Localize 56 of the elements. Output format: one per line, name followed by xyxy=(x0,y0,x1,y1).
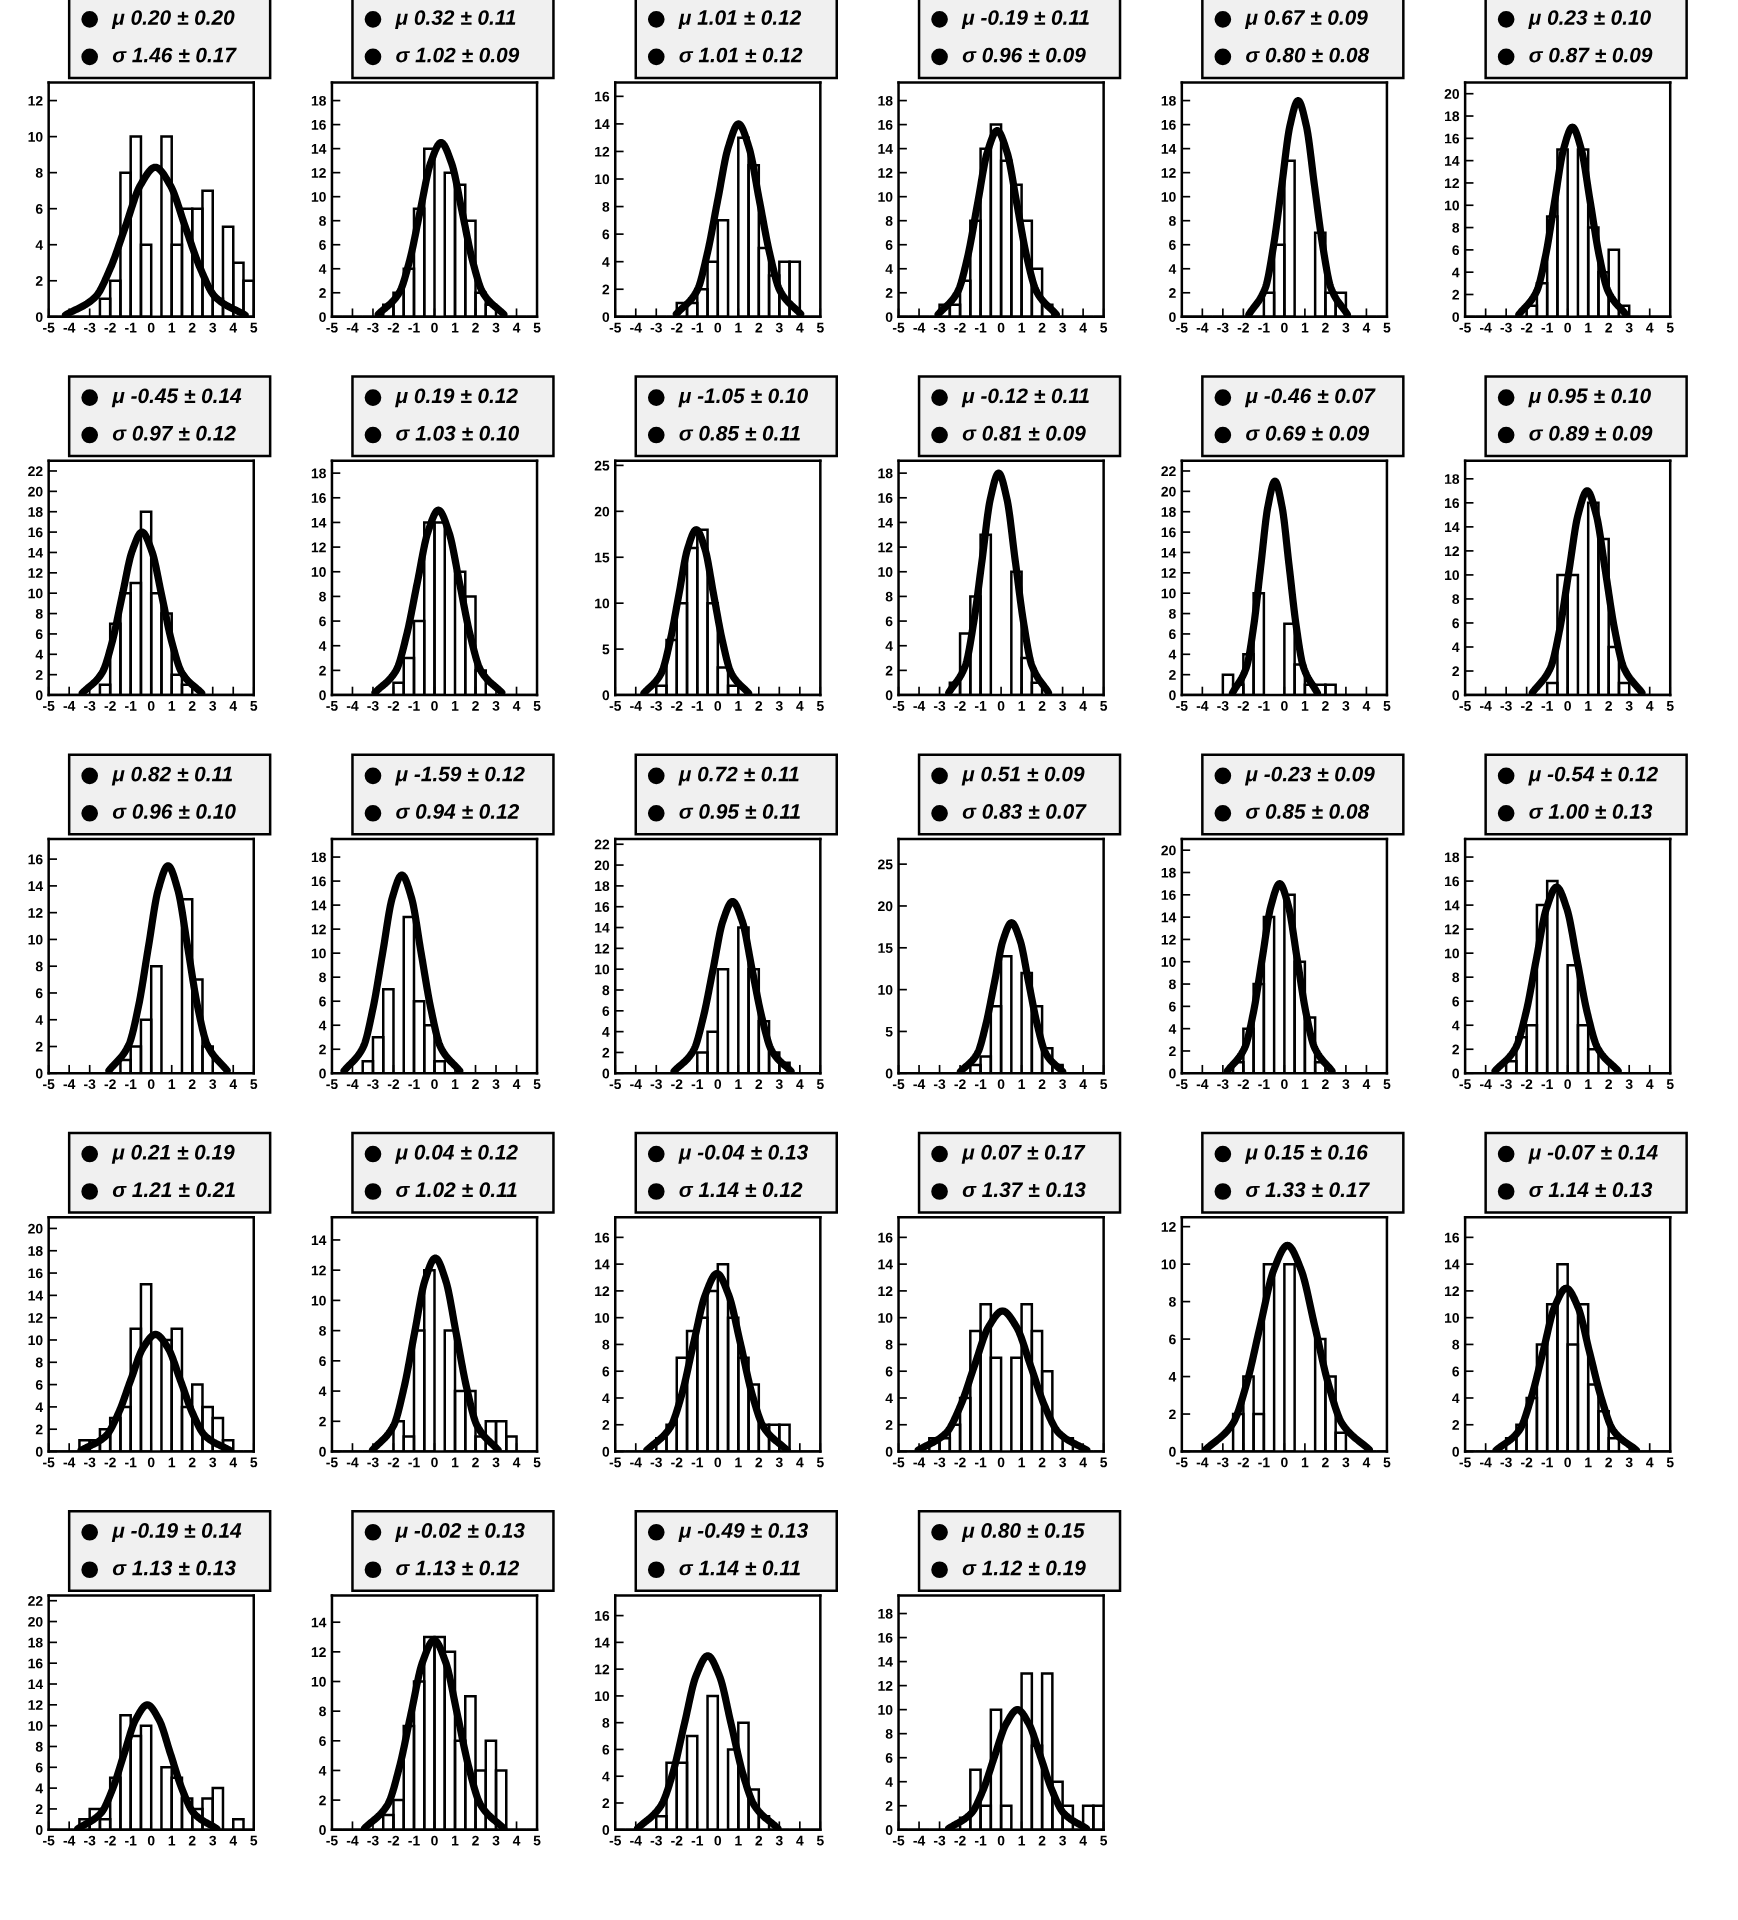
text: σ 1.00 ± 0.13 xyxy=(1529,804,1653,819)
text: μ 1.01 ± 0.12 xyxy=(678,10,802,30)
text: σ 1.03 ± 0.10 xyxy=(396,425,520,441)
text: μ 0.20 ± 0.20 xyxy=(111,10,235,30)
text: μ 0.21 ± 0.19 xyxy=(111,1144,235,1164)
text: μ -0.12 ± 0.11 xyxy=(961,388,1089,408)
text: σ 1.21 ± 0.21 xyxy=(112,1182,235,1198)
text: σ 1.46 ± 0.17 xyxy=(112,47,237,63)
text: μ 0.07 ± 0.17 xyxy=(961,1144,1086,1164)
text: σ 1.33 ± 0.17 xyxy=(1246,1182,1370,1198)
text: μ 0.82 ± 0.11 xyxy=(111,766,233,786)
text: μ -0.23 ± 0.09 xyxy=(1244,766,1375,786)
text: σ 1.12 ± 0.19 xyxy=(962,1560,1086,1576)
text: σ 0.85 ± 0.11 xyxy=(679,425,800,441)
text: σ 0.81 ± 0.09 xyxy=(962,425,1086,441)
text: σ 0.69 ± 0.09 xyxy=(1246,425,1370,441)
text: μ -0.49 ± 0.13 xyxy=(678,1523,808,1542)
text: μ -0.19 ± 0.14 xyxy=(111,1523,242,1542)
text: μ -0.07 ± 0.14 xyxy=(1528,1144,1658,1164)
text: σ 0.94 ± 0.12 xyxy=(396,804,520,819)
text: σ 1.14 ± 0.13 xyxy=(1529,1182,1653,1198)
text: μ 0.19 ± 0.12 xyxy=(395,388,518,408)
text: μ -0.46 ± 0.07 xyxy=(1244,388,1376,408)
text: μ -0.54 ± 0.12 xyxy=(1528,766,1658,786)
text: σ 1.37 ± 0.13 xyxy=(962,1182,1086,1198)
text: σ 1.13 ± 0.12 xyxy=(396,1560,520,1576)
text: μ 0.80 ± 0.15 xyxy=(961,1523,1085,1542)
text: σ 1.01 ± 0.12 xyxy=(679,47,803,63)
text: μ -0.04 ± 0.13 xyxy=(678,1144,808,1164)
text: μ -0.45 ± 0.14 xyxy=(111,388,242,408)
text: μ 0.72 ± 0.11 xyxy=(678,766,799,786)
text: σ 1.02 ± 0.09 xyxy=(396,47,520,63)
text: μ 0.15 ± 0.16 xyxy=(1244,1144,1368,1164)
text: σ 0.95 ± 0.11 xyxy=(679,804,800,819)
text: σ 0.96 ± 0.10 xyxy=(112,804,236,819)
text: σ 0.80 ± 0.08 xyxy=(1246,47,1370,63)
text: μ 0.32 ± 0.11 xyxy=(395,10,516,30)
text: μ -0.19 ± 0.11 xyxy=(961,10,1089,30)
text: μ 0.23 ± 0.10 xyxy=(1528,10,1651,30)
text: σ 1.13 ± 0.13 xyxy=(112,1560,236,1576)
text: σ 0.89 ± 0.09 xyxy=(1529,425,1653,441)
text: μ -1.59 ± 0.12 xyxy=(395,766,525,786)
text: σ 0.87 ± 0.09 xyxy=(1529,47,1653,63)
text: σ 0.96 ± 0.09 xyxy=(962,47,1086,63)
text: μ 0.95 ± 0.10 xyxy=(1528,388,1651,408)
text: σ 0.85 ± 0.08 xyxy=(1246,804,1370,819)
text: μ -0.02 ± 0.13 xyxy=(395,1523,525,1542)
text: μ 0.04 ± 0.12 xyxy=(395,1144,518,1164)
text: σ 1.14 ± 0.12 xyxy=(679,1182,803,1198)
text: μ 0.51 ± 0.09 xyxy=(961,766,1085,786)
text: μ -1.05 ± 0.10 xyxy=(678,388,809,408)
text: σ 0.97 ± 0.12 xyxy=(112,425,236,441)
text: σ 1.14 ± 0.11 xyxy=(679,1560,800,1576)
text: σ 0.83 ± 0.07 xyxy=(962,804,1087,819)
text: μ 0.67 ± 0.09 xyxy=(1244,10,1368,30)
text: σ 1.02 ± 0.11 xyxy=(396,1182,517,1198)
